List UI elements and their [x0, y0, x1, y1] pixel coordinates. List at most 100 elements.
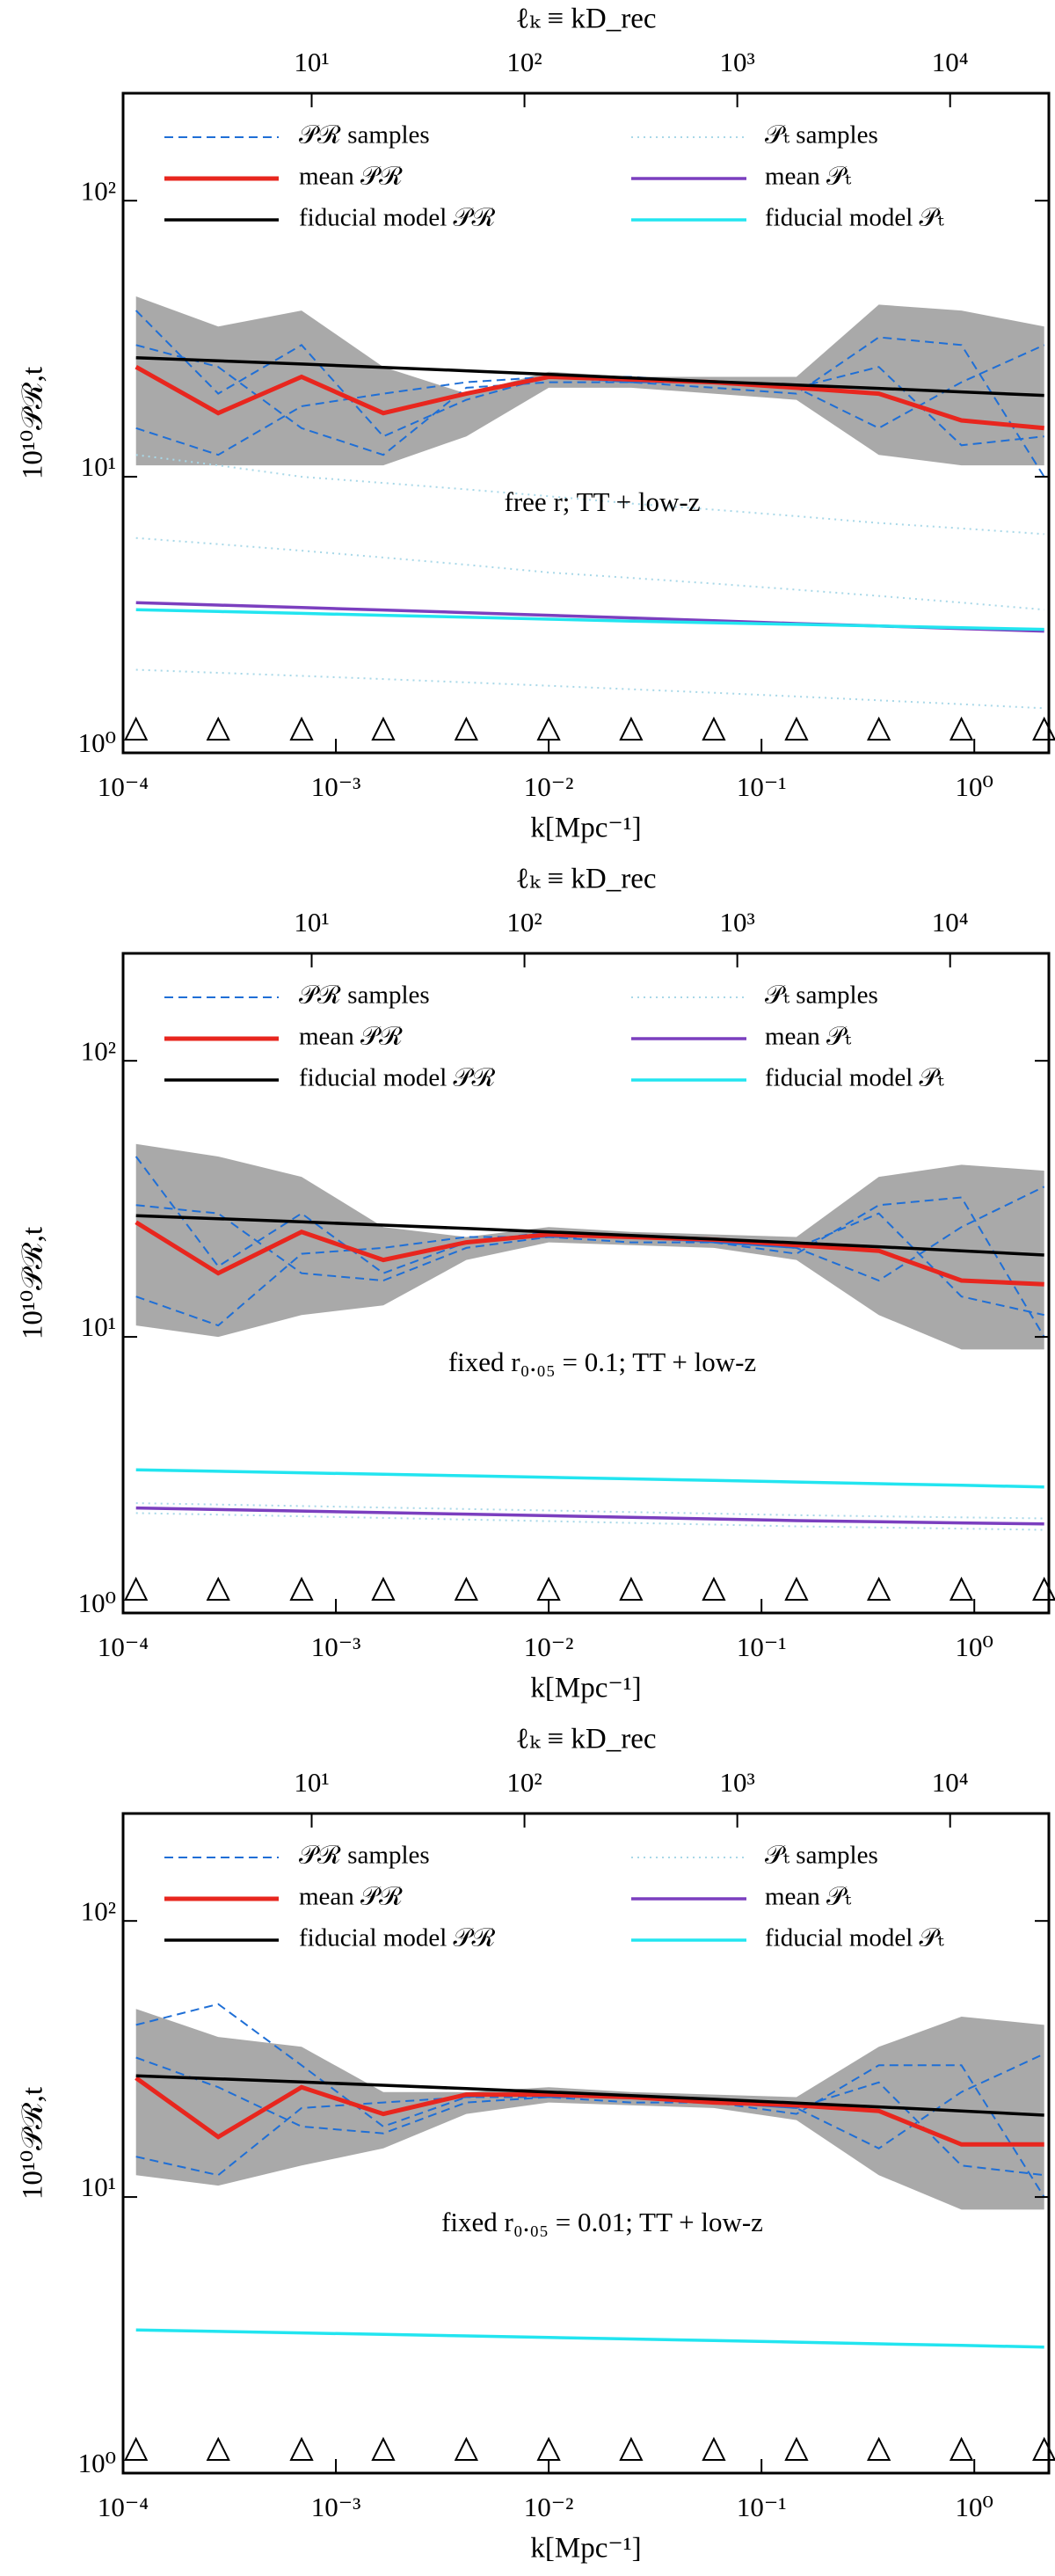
knot-marker	[124, 2436, 149, 2461]
y-axis-label: 10¹⁰𝒫ℛ,t	[18, 1227, 49, 1339]
knot-marker	[124, 716, 149, 741]
knot-marker	[867, 716, 891, 741]
x-tick-label: 10⁻¹	[737, 2492, 787, 2522]
plot-frame	[121, 91, 1051, 755]
y-tick-label: 10²	[81, 175, 116, 206]
knot-marker	[536, 716, 561, 741]
panel: 10⁻⁴ 10⁻³ 10⁻² 10⁻¹ 10⁰ 10¹ 10² 10³ 10⁴ 10⁰ 10¹ 10²…	[18, 4, 1055, 844]
panel: 10⁻⁴ 10⁻³ 10⁻² 10⁻¹ 10⁰ 10¹ 10² 10³ 10⁴ 10⁰ 10¹ 10²…	[18, 1724, 1055, 2565]
knot-marker	[289, 716, 314, 741]
knot-marker	[949, 1576, 974, 1601]
sample-curve	[135, 454, 1044, 536]
knot-marker	[124, 1576, 149, 1601]
knot-marker	[206, 2436, 230, 2461]
plot-frame	[121, 1812, 1051, 2475]
knot-marker	[784, 716, 809, 741]
x2-tick-label: 10¹	[294, 1767, 329, 1798]
x2-tick-label: 10¹	[294, 47, 329, 77]
y-axis-label: 10¹⁰𝒫ℛ,t	[18, 367, 49, 479]
series-line	[135, 2328, 1044, 2349]
x-tick-label: 10⁻⁴	[98, 2492, 149, 2522]
legend-label: 𝒫ₜ samples	[765, 121, 878, 150]
knot-marker	[1032, 1576, 1055, 1601]
x2-tick-label: 10⁴	[932, 47, 969, 77]
sample-curve	[135, 2056, 1045, 2198]
knot-marker	[867, 2436, 891, 2461]
knot-marker	[371, 2436, 396, 2461]
x-tick-label: 10⁻³	[311, 1631, 361, 1662]
legend-label: mean 𝒫ℛ	[299, 163, 403, 191]
knot-marker	[206, 716, 230, 741]
legend-label: fiducial model 𝒫ₜ	[765, 204, 944, 232]
legend-label: fiducial model 𝒫ℛ	[299, 1924, 496, 1952]
credible-band	[135, 1143, 1044, 1350]
credible-band	[135, 296, 1044, 466]
legend-label: 𝒫ₜ samples	[765, 982, 878, 1010]
x2-tick-label: 10²	[506, 1767, 542, 1798]
plot-area	[135, 2003, 1045, 2349]
sample-curve	[135, 2003, 1044, 2177]
legend-label: fiducial model 𝒫ℛ	[299, 204, 496, 232]
x-tick-label: 10⁻⁴	[98, 771, 149, 802]
knot-marker	[702, 2436, 726, 2461]
knot-marker	[784, 1576, 809, 1601]
knot-marker	[619, 1576, 644, 1601]
x-tick-label: 10⁻²	[524, 2492, 574, 2522]
series-line	[135, 2074, 1044, 2117]
y-tick-label: 10⁰	[78, 2448, 116, 2478]
knot-marker	[371, 716, 396, 741]
knot-marker	[949, 2436, 974, 2461]
legend-label: 𝒫ₜ samples	[765, 1842, 878, 1870]
x-axis-label: k[Mpc⁻¹]	[530, 2533, 641, 2565]
x-tick-label: 10⁻¹	[737, 1631, 787, 1662]
x-axis-label: k[Mpc⁻¹]	[530, 813, 641, 844]
x-axis-label: k[Mpc⁻¹]	[530, 1673, 641, 1704]
x2-tick-label: 10³	[719, 907, 754, 938]
series-line	[135, 1468, 1044, 1489]
x2-tick-label: 10⁴	[932, 907, 969, 938]
x2-tick-label: 10²	[506, 907, 542, 938]
knot-marker	[619, 2436, 644, 2461]
x-tick-label: 10⁰	[956, 2492, 993, 2522]
panel: 10⁻⁴ 10⁻³ 10⁻² 10⁻¹ 10⁰ 10¹ 10² 10³ 10⁴ 10⁰ 10¹ 10²…	[18, 864, 1055, 1704]
x2-axis-label: ℓₖ ≡ kD_rec	[515, 1724, 656, 1755]
knot-marker	[702, 1576, 726, 1601]
sample-curve	[135, 668, 1044, 710]
knot-marker	[1032, 716, 1055, 741]
series-line	[135, 2076, 1044, 2147]
x-tick-label: 10⁻¹	[737, 771, 787, 802]
series-line	[135, 1506, 1044, 1526]
y-axis-label: 10¹⁰𝒫ℛ,t	[18, 2087, 49, 2200]
series-line	[135, 365, 1044, 431]
annotation: fixed r₀.₀₅ = 0.1; TT + low-z	[448, 1346, 756, 1377]
knot-marker	[289, 1576, 314, 1601]
knot-marker	[289, 2436, 314, 2461]
annotation: fixed r₀.₀₅ = 0.01; TT + low-z	[441, 2207, 763, 2237]
legend-label: mean 𝒫ₜ	[765, 1883, 852, 1911]
legend-label: fiducial model 𝒫ₜ	[765, 1924, 944, 1952]
knot-marker	[536, 2436, 561, 2461]
y-tick-label: 10²	[81, 1895, 116, 1926]
series-line	[135, 1220, 1044, 1287]
x2-tick-label: 10⁴	[932, 1767, 969, 1798]
series-line	[135, 1214, 1044, 1257]
y-tick-label: 10¹	[81, 2171, 116, 2202]
legend-label: 𝒫ℛ samples	[299, 121, 430, 150]
knot-marker	[784, 2436, 809, 2461]
knot-marker	[867, 1576, 891, 1601]
legend-label: mean 𝒫ℛ	[299, 1883, 403, 1911]
knot-marker	[949, 716, 974, 741]
knot-marker	[454, 1576, 479, 1601]
legend-label: 𝒫ℛ samples	[299, 1842, 430, 1870]
x-tick-label: 10⁻³	[311, 2492, 361, 2522]
knot-marker	[1032, 2436, 1055, 2461]
sample-curve	[135, 1196, 1045, 1338]
y-tick-label: 10²	[81, 1035, 116, 1066]
plot-area	[135, 1143, 1045, 1531]
knot-marker	[454, 716, 479, 741]
series-line	[135, 355, 1044, 398]
x-tick-label: 10⁻³	[311, 771, 361, 802]
legend-label: fiducial model 𝒫ℛ	[299, 1064, 496, 1092]
